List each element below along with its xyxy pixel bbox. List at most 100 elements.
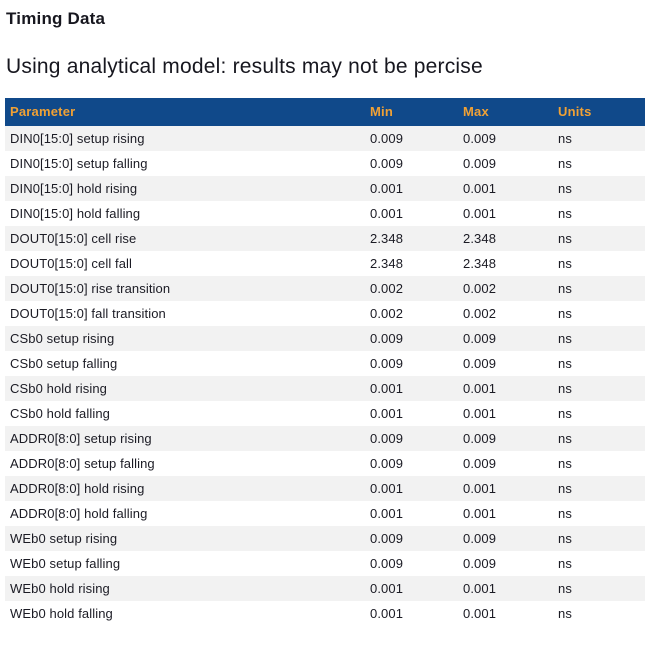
parameter-cell: DIN0[15:0] setup rising xyxy=(5,125,365,151)
min-cell: 0.009 xyxy=(365,550,458,576)
column-header-parameter: Parameter xyxy=(5,97,365,126)
table-row: ADDR0[8:0] hold falling 0.001 0.001 ns xyxy=(5,500,645,526)
min-cell: 0.009 xyxy=(365,150,458,176)
min-cell: 0.009 xyxy=(365,350,458,376)
min-cell: 0.001 xyxy=(365,500,458,526)
units-cell: ns xyxy=(553,375,645,401)
table-row: CSb0 hold falling 0.001 0.001 ns xyxy=(5,400,645,426)
table-row: DIN0[15:0] setup falling 0.009 0.009 ns xyxy=(5,150,645,176)
units-cell: ns xyxy=(553,500,645,526)
min-cell: 0.009 xyxy=(365,525,458,551)
min-cell: 2.348 xyxy=(365,225,458,251)
max-cell: 0.009 xyxy=(458,450,553,476)
parameter-cell: DIN0[15:0] hold rising xyxy=(5,175,365,201)
min-cell: 0.009 xyxy=(365,325,458,351)
min-cell: 2.348 xyxy=(365,250,458,276)
units-cell: ns xyxy=(553,200,645,226)
max-cell: 0.009 xyxy=(458,525,553,551)
parameter-cell: CSb0 hold rising xyxy=(5,375,365,401)
table-row: DOUT0[15:0] cell fall 2.348 2.348 ns xyxy=(5,250,645,276)
table-row: CSb0 hold rising 0.001 0.001 ns xyxy=(5,375,645,401)
min-cell: 0.001 xyxy=(365,200,458,226)
table-row: WEb0 setup rising 0.009 0.009 ns xyxy=(5,525,645,551)
table-row: CSb0 setup rising 0.009 0.009 ns xyxy=(5,325,645,351)
table-row: DIN0[15:0] hold rising 0.001 0.001 ns xyxy=(5,175,645,201)
parameter-cell: CSb0 hold falling xyxy=(5,400,365,426)
parameter-cell: DOUT0[15:0] fall transition xyxy=(5,300,365,326)
column-header-max: Max xyxy=(458,97,553,126)
table-row: WEb0 setup falling 0.009 0.009 ns xyxy=(5,550,645,576)
min-cell: 0.009 xyxy=(365,125,458,151)
min-cell: 0.009 xyxy=(365,450,458,476)
min-cell: 0.009 xyxy=(365,425,458,451)
max-cell: 0.009 xyxy=(458,125,553,151)
max-cell: 0.009 xyxy=(458,150,553,176)
max-cell: 0.001 xyxy=(458,375,553,401)
table-row: ADDR0[8:0] hold rising 0.001 0.001 ns xyxy=(5,475,645,501)
min-cell: 0.002 xyxy=(365,300,458,326)
parameter-cell: CSb0 setup falling xyxy=(5,350,365,376)
table-row: ADDR0[8:0] setup falling 0.009 0.009 ns xyxy=(5,450,645,476)
max-cell: 0.001 xyxy=(458,500,553,526)
max-cell: 0.001 xyxy=(458,600,553,626)
max-cell: 0.001 xyxy=(458,575,553,601)
timing-table: Parameter Min Max Units DIN0[15:0] setup… xyxy=(5,97,645,626)
min-cell: 0.001 xyxy=(365,175,458,201)
units-cell: ns xyxy=(553,300,645,326)
table-row: DIN0[15:0] hold falling 0.001 0.001 ns xyxy=(5,200,645,226)
min-cell: 0.001 xyxy=(365,475,458,501)
page-title: Timing Data xyxy=(6,9,106,28)
table-row: WEb0 hold rising 0.001 0.001 ns xyxy=(5,575,645,601)
units-cell: ns xyxy=(553,425,645,451)
table-row: DIN0[15:0] setup rising 0.009 0.009 ns xyxy=(5,125,645,151)
units-cell: ns xyxy=(553,475,645,501)
units-cell: ns xyxy=(553,350,645,376)
model-disclaimer: Using analytical model: results may not … xyxy=(6,54,483,78)
datasheet-page: Timing Data Using analytical model: resu… xyxy=(0,9,650,626)
parameter-cell: ADDR0[8:0] hold rising xyxy=(5,475,365,501)
max-cell: 0.009 xyxy=(458,325,553,351)
min-cell: 0.001 xyxy=(365,600,458,626)
max-cell: 2.348 xyxy=(458,225,553,251)
max-cell: 0.001 xyxy=(458,175,553,201)
parameter-cell: ADDR0[8:0] setup falling xyxy=(5,450,365,476)
parameter-cell: WEb0 hold falling xyxy=(5,600,365,626)
table-row: DOUT0[15:0] fall transition 0.002 0.002 ns xyxy=(5,300,645,326)
min-cell: 0.001 xyxy=(365,400,458,426)
max-cell: 0.001 xyxy=(458,400,553,426)
units-cell: ns xyxy=(553,450,645,476)
max-cell: 0.002 xyxy=(458,300,553,326)
units-cell: ns xyxy=(553,150,645,176)
units-cell: ns xyxy=(553,175,645,201)
units-cell: ns xyxy=(553,325,645,351)
max-cell: 0.009 xyxy=(458,425,553,451)
parameter-cell: WEb0 setup rising xyxy=(5,525,365,551)
units-cell: ns xyxy=(553,125,645,151)
max-cell: 0.002 xyxy=(458,275,553,301)
units-cell: ns xyxy=(553,400,645,426)
parameter-cell: DOUT0[15:0] cell rise xyxy=(5,225,365,251)
table-header-row: Parameter Min Max Units xyxy=(5,97,645,126)
table-row: DOUT0[15:0] cell rise 2.348 2.348 ns xyxy=(5,225,645,251)
parameter-cell: WEb0 hold rising xyxy=(5,575,365,601)
max-cell: 0.009 xyxy=(458,550,553,576)
table-row: CSb0 setup falling 0.009 0.009 ns xyxy=(5,350,645,376)
parameter-cell: ADDR0[8:0] hold falling xyxy=(5,500,365,526)
table-row: ADDR0[8:0] setup rising 0.009 0.009 ns xyxy=(5,425,645,451)
max-cell: 0.009 xyxy=(458,350,553,376)
max-cell: 2.348 xyxy=(458,250,553,276)
min-cell: 0.002 xyxy=(365,275,458,301)
parameter-cell: DOUT0[15:0] rise transition xyxy=(5,275,365,301)
max-cell: 0.001 xyxy=(458,475,553,501)
min-cell: 0.001 xyxy=(365,375,458,401)
parameter-cell: CSb0 setup rising xyxy=(5,325,365,351)
parameter-cell: WEb0 setup falling xyxy=(5,550,365,576)
column-header-min: Min xyxy=(365,97,458,126)
units-cell: ns xyxy=(553,225,645,251)
min-cell: 0.001 xyxy=(365,575,458,601)
units-cell: ns xyxy=(553,550,645,576)
table-row: WEb0 hold falling 0.001 0.001 ns xyxy=(5,600,645,626)
parameter-cell: DIN0[15:0] setup falling xyxy=(5,150,365,176)
table-body: DIN0[15:0] setup rising 0.009 0.009 ns DIN0[… xyxy=(5,125,645,626)
units-cell: ns xyxy=(553,600,645,626)
